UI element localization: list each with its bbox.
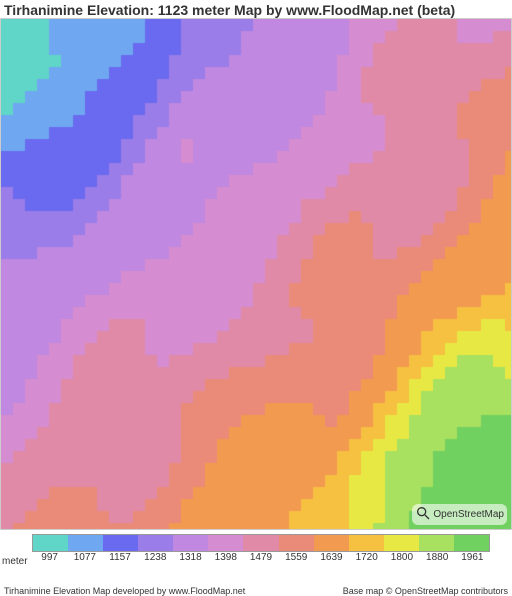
legend-tick: 1800 bbox=[391, 552, 413, 563]
legend-tick: 1077 bbox=[74, 552, 96, 563]
legend-tick: 1238 bbox=[144, 552, 166, 563]
legend-tick: 1157 bbox=[109, 552, 131, 563]
legend-tick: 1398 bbox=[215, 552, 237, 563]
legend-bar bbox=[32, 534, 490, 552]
footer: Tirhanimine Elevation Map developed by w… bbox=[0, 586, 512, 596]
legend-tick: 1720 bbox=[356, 552, 378, 563]
footer-left: Tirhanimine Elevation Map developed by w… bbox=[4, 586, 245, 596]
map-canvas bbox=[1, 19, 512, 530]
osm-label: OpenStreetMap bbox=[433, 509, 504, 520]
osm-attribution-badge: OpenStreetMap bbox=[412, 504, 507, 525]
legend-tick: 1639 bbox=[320, 552, 342, 563]
legend-tick: 1880 bbox=[426, 552, 448, 563]
legend-tick: 1318 bbox=[179, 552, 201, 563]
elevation-map: OpenStreetMap bbox=[0, 18, 512, 530]
legend-tick: 997 bbox=[41, 552, 58, 563]
legend-tick: 1479 bbox=[250, 552, 272, 563]
magnifier-icon bbox=[415, 505, 431, 524]
legend-tick: 1559 bbox=[285, 552, 307, 563]
legend-tick: 1961 bbox=[461, 552, 483, 563]
unit-label: meter bbox=[2, 556, 28, 567]
color-legend: meter 997 1077 1157 1238 1318 1398 1479 1559 163… bbox=[0, 534, 512, 586]
legend-ticks: 997 1077 1157 1238 1318 1398 1479 1559 1639 1720 1… bbox=[32, 552, 490, 566]
map-title: Tirhanimine Elevation: 1123 meter Map by… bbox=[0, 0, 512, 18]
footer-right: Base map © OpenStreetMap contributors bbox=[343, 586, 508, 596]
